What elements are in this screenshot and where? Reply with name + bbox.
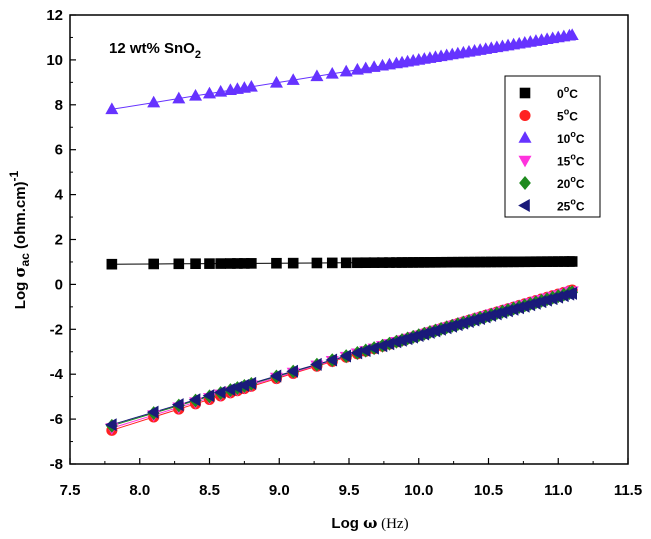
- y-tick-label: 8: [55, 97, 63, 114]
- data-point: [244, 79, 258, 92]
- y-axis-title: Log σac (ohm.cm)-1: [7, 170, 32, 309]
- data-point: [106, 258, 118, 270]
- legend: 0oC 5oC 10oC 15oC 20oC 25oC: [504, 75, 601, 218]
- data-point: [340, 257, 352, 269]
- legend-marker: [519, 109, 531, 122]
- legend-label: 25oC: [557, 197, 585, 214]
- data-point: [146, 405, 159, 419]
- y-tick-label: 12: [46, 7, 63, 24]
- data-point: [147, 95, 161, 108]
- data-point: [105, 102, 119, 115]
- x-tick-label: 10.5: [474, 482, 503, 499]
- data-point: [339, 64, 353, 77]
- data-point: [213, 385, 226, 399]
- x-tick-label: 10.0: [404, 482, 433, 499]
- legend-marker: [519, 176, 531, 190]
- legend-marker: [518, 131, 532, 143]
- legend-label: 15oC: [557, 152, 585, 169]
- y-tick-label: -6: [50, 411, 63, 428]
- data-point: [246, 258, 257, 269]
- data-point: [215, 258, 226, 269]
- data-point: [269, 369, 282, 383]
- legend-label: 5oC: [557, 107, 578, 124]
- x-axis-title: Log ω (Hz): [331, 514, 408, 532]
- y-tick-label: 4: [55, 187, 64, 204]
- legend-marker: [518, 198, 530, 213]
- data-point: [358, 343, 371, 357]
- legend-marker: [519, 87, 531, 99]
- y-tick-label: -8: [50, 456, 63, 473]
- x-tick-label: 9.5: [339, 482, 360, 499]
- data-point: [202, 389, 215, 403]
- legend-label: 0oC: [557, 84, 578, 101]
- data-point: [339, 349, 352, 363]
- data-point: [565, 28, 579, 41]
- data-point: [104, 418, 117, 432]
- data-point: [310, 357, 322, 371]
- x-tick-label: 8.0: [129, 482, 150, 499]
- legend-marker: [518, 155, 532, 168]
- y-tick-label: 2: [55, 232, 63, 249]
- y-tick-label: 6: [55, 142, 63, 159]
- data-point: [204, 258, 215, 269]
- data-point: [189, 88, 203, 101]
- x-tick-label: 11.0: [544, 482, 572, 499]
- x-tick-label: 8.5: [199, 482, 220, 499]
- data-point: [566, 256, 578, 267]
- y-tick-label: 10: [46, 52, 63, 69]
- data-point: [311, 257, 323, 269]
- x-tick-label: 11.5: [614, 482, 642, 499]
- data-point: [326, 257, 338, 269]
- data-point: [287, 257, 299, 269]
- x-tick-label: 7.5: [60, 482, 81, 499]
- data-point: [367, 341, 379, 355]
- legend-label: 20oC: [557, 174, 585, 191]
- x-tick-label: 9.0: [269, 482, 290, 499]
- y-tick-label: -4: [50, 366, 64, 383]
- fit-lines: [111, 34, 573, 431]
- data-point: [565, 286, 578, 300]
- data-point: [172, 91, 186, 104]
- data-point: [214, 84, 228, 97]
- data-point: [325, 66, 339, 79]
- axis-ticks: 7.5 8.0 8.5 9.0 9.5 10.0 10.5 11.0 11.5 -8 -6 -4 -2 0…: [46, 7, 642, 499]
- data-point: [171, 398, 184, 412]
- data-point: [325, 353, 338, 367]
- legend-label: 10oC: [557, 129, 585, 146]
- data-point: [173, 258, 185, 270]
- data-point: [148, 258, 159, 270]
- data-markers: [104, 28, 579, 436]
- data-point: [244, 376, 257, 390]
- data-point: [310, 69, 324, 82]
- chart-annotation: 12 wt% SnO2: [109, 40, 201, 61]
- data-point: [202, 86, 217, 99]
- data-point: [188, 393, 201, 407]
- data-point: [286, 73, 300, 85]
- data-point: [350, 346, 363, 360]
- data-point: [286, 364, 299, 378]
- data-point: [271, 257, 282, 269]
- y-tick-label: 0: [55, 276, 63, 293]
- y-tick-label: -2: [50, 321, 63, 338]
- data-point: [269, 75, 283, 88]
- data-point: [190, 258, 201, 270]
